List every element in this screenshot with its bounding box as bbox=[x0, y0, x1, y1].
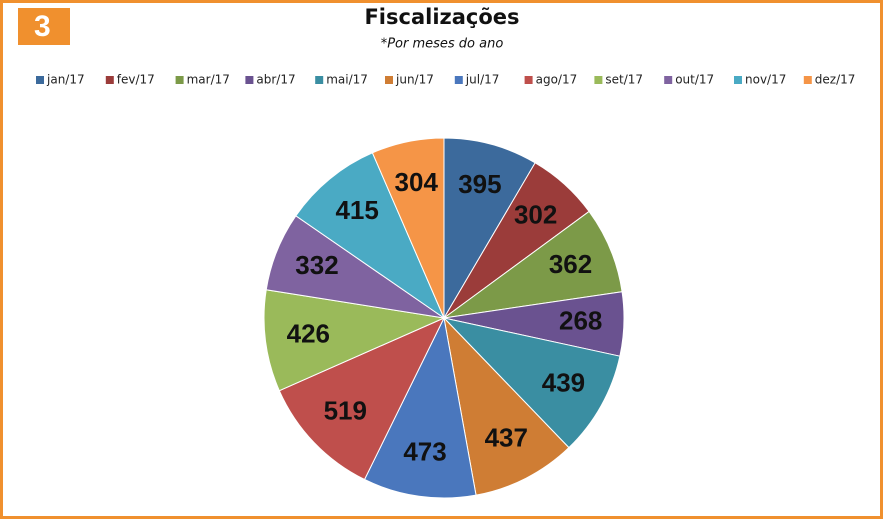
legend-swatch bbox=[105, 76, 114, 84]
legend-label: jun/17 bbox=[395, 73, 434, 87]
data-label: 415 bbox=[335, 195, 378, 225]
pie-slice bbox=[295, 152, 446, 320]
legend-label: dez/17 bbox=[815, 73, 856, 87]
data-label: 304 bbox=[395, 167, 439, 197]
legend-swatch bbox=[734, 76, 742, 84]
legend-swatch bbox=[245, 76, 254, 84]
data-label: 473 bbox=[403, 436, 446, 466]
data-label: 332 bbox=[295, 250, 338, 280]
data-label: 426 bbox=[287, 318, 330, 348]
data-label: 302 bbox=[514, 199, 557, 229]
legend: jan/17 fev/17 mar/17 abr/17 mai/17 jun/17 jul/… bbox=[36, 73, 855, 87]
legend-label: set/17 bbox=[605, 73, 643, 87]
chart-subtitle: *Por meses do ano bbox=[381, 37, 504, 52]
pie: 395 302 362 268 439 437 473 519 426 332 415 304 bbox=[263, 137, 625, 499]
legend-label: ago/17 bbox=[536, 73, 578, 87]
legend-label: mar/17 bbox=[187, 73, 230, 87]
legend-label: jul/17 bbox=[465, 73, 500, 87]
legend-swatch bbox=[385, 76, 393, 84]
legend-swatch bbox=[36, 76, 44, 84]
badge: 3 bbox=[34, 10, 51, 43]
legend-label: nov/17 bbox=[745, 73, 786, 87]
legend-label: out/17 bbox=[675, 73, 714, 87]
pie-slice bbox=[263, 289, 446, 392]
data-label: 519 bbox=[324, 396, 367, 426]
legend-swatch bbox=[664, 76, 673, 84]
legend-label: mai/17 bbox=[326, 73, 368, 87]
legend-swatch bbox=[803, 76, 812, 84]
pie-slice bbox=[278, 316, 446, 481]
legend-label: abr/17 bbox=[256, 73, 295, 87]
data-label: 395 bbox=[458, 169, 501, 199]
data-label: 439 bbox=[542, 368, 585, 398]
pie-slice bbox=[443, 316, 570, 496]
data-label: 268 bbox=[559, 305, 602, 335]
data-label: 437 bbox=[485, 423, 528, 453]
pie-slice bbox=[371, 137, 445, 319]
legend-swatch bbox=[175, 76, 184, 84]
data-label: 362 bbox=[549, 249, 592, 279]
legend-swatch bbox=[315, 76, 324, 84]
pie-slice bbox=[443, 137, 536, 320]
chart-title: Fiscalizações bbox=[364, 5, 519, 29]
legend-swatch bbox=[524, 76, 533, 84]
badge-box bbox=[18, 8, 70, 45]
legend-swatch bbox=[594, 76, 603, 84]
pie-slice bbox=[442, 317, 621, 449]
legend-label: fev/17 bbox=[117, 73, 155, 87]
legend-swatch bbox=[454, 76, 463, 84]
legend-label: jan/17 bbox=[46, 73, 85, 87]
pie-slice bbox=[363, 316, 477, 499]
